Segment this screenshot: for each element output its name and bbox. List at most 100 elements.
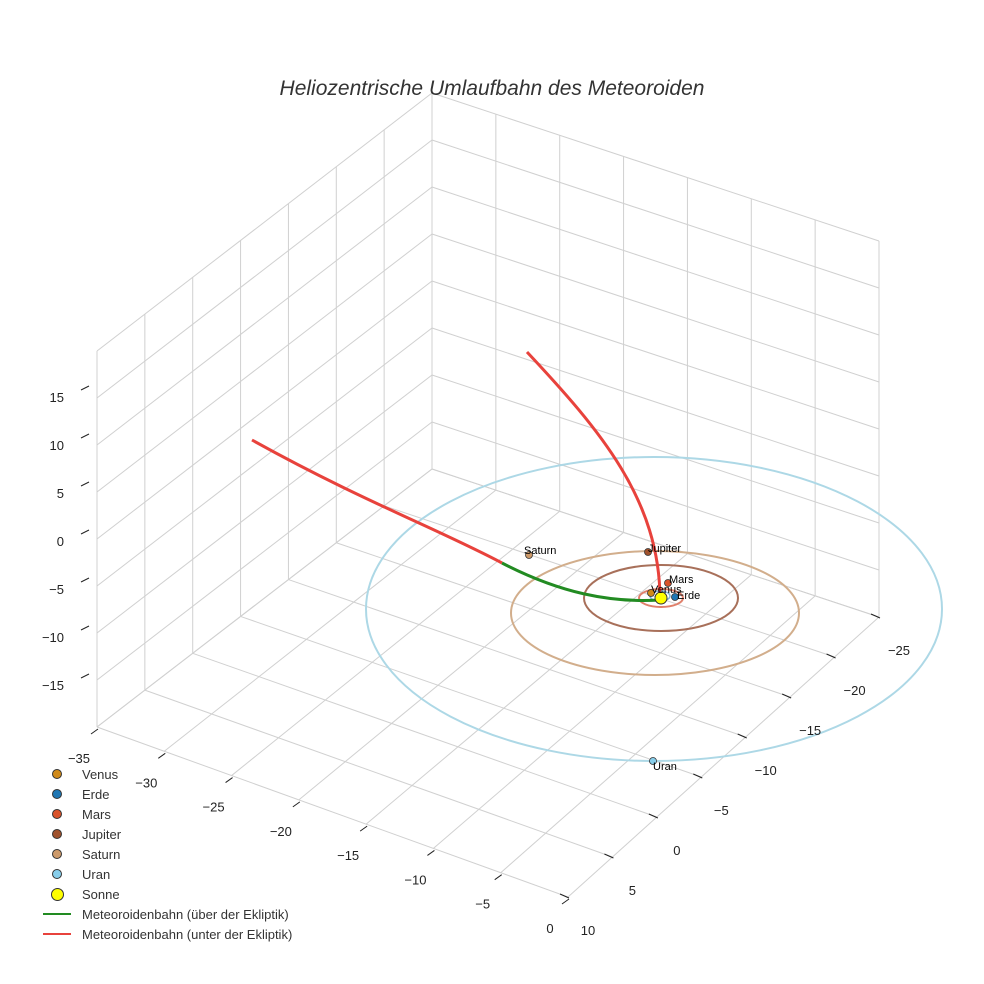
z-tick-mark [80,529,90,535]
z-tick-label: −15 [42,678,64,693]
floor-gridline [433,574,752,849]
x-tick-label: −30 [135,775,157,790]
y-tick-label: −15 [799,723,821,738]
wall-gridline [431,233,880,383]
z-tick-mark [80,385,90,391]
legend-symbol [40,844,74,864]
legend-symbol [40,764,74,784]
wall-gridline [431,468,880,618]
z-tick-label: 0 [57,534,64,549]
floor-gridline [288,579,746,738]
legend-dot-swatch [52,809,62,819]
z-tick-label: −10 [42,630,64,645]
y-tick-label: 5 [629,883,636,898]
wall-gridline [431,327,880,477]
z-tick-label: −5 [49,582,64,597]
legend-dot-swatch [52,789,62,799]
legend-item[interactable]: Sonne [40,884,292,904]
legend-label: Meteoroidenbahn (unter der Ekliptik) [82,926,293,942]
floor-gridline [240,615,702,778]
trajectory-layer [251,350,662,602]
y-tick-mark [826,653,836,659]
wall-gridline [96,468,433,728]
z-tick-mark [80,673,90,679]
floor-gridline [336,542,791,698]
x-tick-mark [157,752,166,759]
legend-item[interactable]: Venus [40,764,292,784]
x-tick-label: −5 [475,897,490,912]
x-tick-label: −35 [68,751,90,766]
orbit-jupiter [583,564,739,632]
y-tick-label: −25 [888,643,910,658]
legend-symbol [40,824,74,844]
x-tick-mark [225,777,233,783]
wall-gridline [431,186,880,336]
floor-gridline [192,652,658,818]
legend-item[interactable]: Saturn [40,844,292,864]
legend-item[interactable]: Mars [40,804,292,824]
y-tick-label: −10 [755,763,777,778]
wall-gridline [96,92,433,352]
y-tick-mark [559,893,570,899]
x-tick-label: 0 [546,921,553,936]
x-tick-label: −20 [270,824,292,839]
legend-symbol [40,924,74,944]
legend-line-swatch [43,913,71,915]
legend-dot-swatch [52,849,62,859]
sun-marker [654,591,668,605]
planet-label-mars: Mars [669,574,694,586]
legend-dot-swatch [52,869,62,879]
legend-item[interactable]: Jupiter [40,824,292,844]
grid-layer [96,92,880,898]
wall-gridline [431,280,880,430]
planet-marker-jupiter [644,548,652,556]
legend-symbol [40,784,74,804]
legend-line-swatch [43,933,71,935]
y-tick-mark [870,613,881,619]
planet-label-venus: Venus [651,584,682,596]
z-tick-label: 15 [50,390,64,405]
legend-item[interactable]: Uran [40,864,292,884]
y-tick-label: 10 [581,923,595,938]
x-tick-label: −10 [404,872,426,887]
wall-gridline [96,421,433,681]
legend-label: Erde [82,786,110,802]
y-tick-mark [693,773,703,779]
legend-dot-swatch [52,829,62,839]
y-tick-label: 0 [673,843,680,858]
legend-symbol [40,884,74,904]
wall-gridline [431,374,880,524]
x-tick-mark [359,825,368,832]
legend-label: Meteoroidenbahn (über der Ekliptik) [82,906,289,922]
wall-gridline [96,233,433,493]
y-tick-mark [781,693,792,699]
floor-gridline [500,595,816,874]
x-tick-label: −15 [337,848,359,863]
legend-dot-swatch [50,887,64,901]
wall-gridline [431,92,880,242]
z-tick-mark [80,625,90,631]
legend-label: Saturn [82,846,121,862]
planet-label-erde: Erde [677,590,700,602]
wall-gridline [431,421,880,571]
chart-title: Heliozentrische Umlaufbahn des Meteoroid… [280,77,705,100]
z-tick-mark [80,577,90,583]
legend-item[interactable]: Erde [40,784,292,804]
x-tick-mark [427,850,435,856]
tick-layer: −35 −30 −25 −20 −15 −10 −5 0 −25 −20 −15 −10 −5 0 5 10 1… [42,385,910,938]
orbit-saturn [510,550,800,676]
z-tick-label: 10 [50,438,64,453]
wall-gridline [96,280,433,540]
z-tick-mark [80,433,90,439]
legend-item[interactable]: Meteoroidenbahn (über der Ekliptik) [40,904,292,924]
y-tick-label: −5 [714,803,729,818]
legend-dot-swatch [52,769,62,779]
wall-gridline [431,139,880,289]
legend-symbol [40,904,74,924]
planet-marker-saturn [525,551,533,559]
x-tick-label: −25 [203,800,225,815]
legend-item[interactable]: Meteoroidenbahn (unter der Ekliptik) [40,924,292,944]
z-tick-mark [80,481,90,487]
planet-label-uran: Uran [653,761,677,773]
